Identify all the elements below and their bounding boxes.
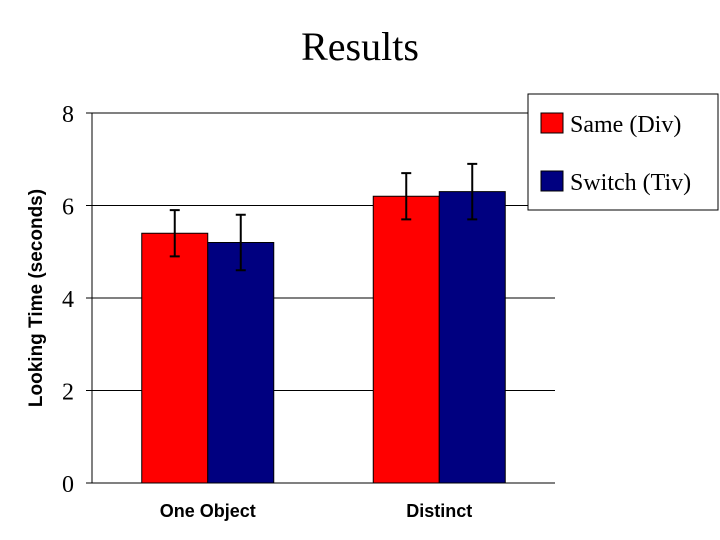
x-category-label: One Object <box>160 501 256 521</box>
legend-label-same: Same (Div) <box>570 112 681 138</box>
y-tick-label: 6 <box>62 195 74 221</box>
x-category-labels: One Object Distinct <box>160 501 473 521</box>
bar-switch <box>207 242 275 484</box>
y-tick-label: 2 <box>62 380 74 406</box>
bars <box>141 191 506 484</box>
bar-same <box>372 195 440 484</box>
bar-same <box>141 232 209 484</box>
x-category-label: Distinct <box>406 501 472 521</box>
error-bars <box>169 162 478 272</box>
legend-label-switch: Switch (Tiv) <box>570 170 691 196</box>
legend-swatch-switch <box>540 170 564 192</box>
legend-swatch-same <box>540 112 564 134</box>
y-tick-labels: 0 2 4 6 8 <box>62 102 74 498</box>
legend: Same (Div) Switch (Tiv) <box>527 93 719 211</box>
y-tick-label: 0 <box>62 472 74 498</box>
chart-title: Results <box>301 24 419 69</box>
y-tick-label: 4 <box>62 287 74 313</box>
axes <box>91 113 555 484</box>
y-tick-label: 8 <box>62 102 74 128</box>
bar-switch <box>438 191 506 484</box>
y-axis-label: Looking Time (seconds) <box>26 189 47 407</box>
